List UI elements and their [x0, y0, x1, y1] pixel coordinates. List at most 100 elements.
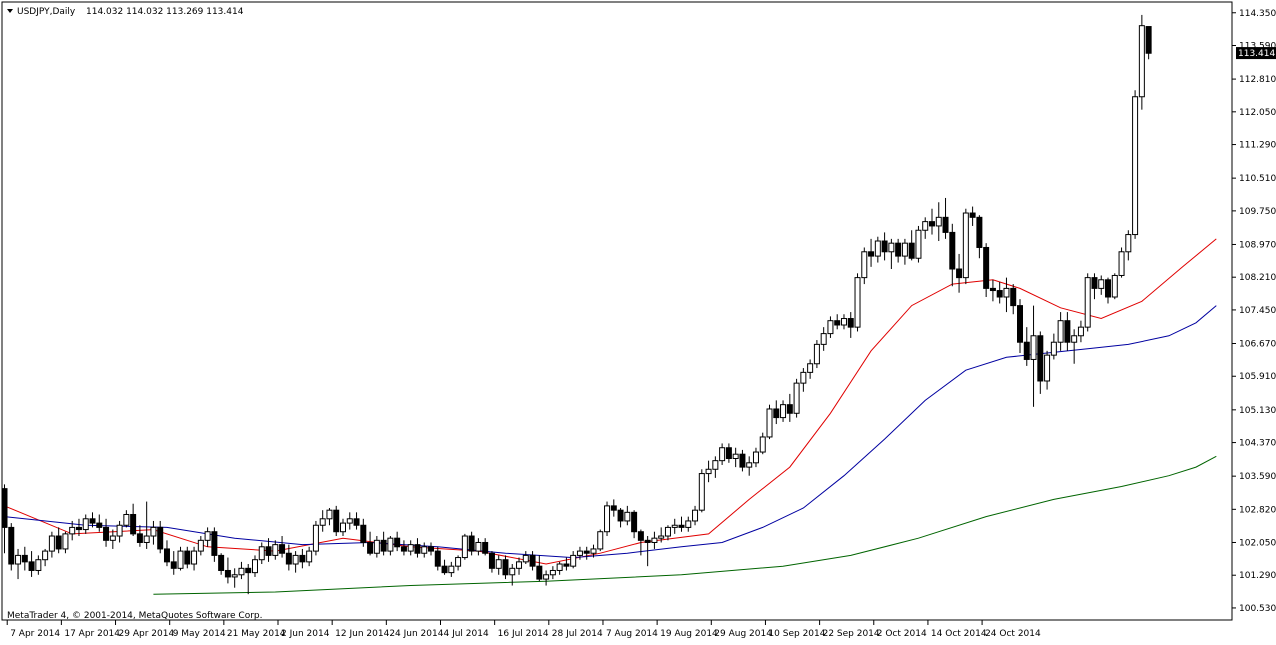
- candle-body-bull: [732, 453, 739, 460]
- candle: [780, 400, 787, 422]
- time-tick-label: 12 Jun 2014: [335, 629, 389, 639]
- candle-body-bull: [570, 554, 577, 567]
- candle-body-bear: [482, 541, 489, 554]
- candle-body-bear: [956, 268, 963, 279]
- price-tick-label: 114.350: [1239, 9, 1276, 19]
- candle-body-bull: [861, 251, 868, 279]
- candle: [773, 400, 780, 425]
- candle: [204, 527, 211, 547]
- candle-body-bear: [725, 447, 732, 460]
- candle: [874, 236, 881, 263]
- candle: [631, 510, 638, 539]
- candle-body-bull: [116, 524, 123, 537]
- collapse-triangle-icon[interactable]: [7, 9, 13, 13]
- candle: [746, 456, 753, 476]
- candle: [1071, 329, 1078, 364]
- candle-body-bear: [224, 569, 231, 578]
- candle-body-bull: [387, 537, 394, 552]
- candle: [1030, 305, 1037, 407]
- candle-body-bear: [983, 246, 990, 289]
- candle: [421, 542, 428, 558]
- candle: [610, 499, 617, 517]
- candle-body-bear: [163, 548, 170, 563]
- candle-body-bear: [21, 554, 28, 563]
- candle: [89, 512, 96, 528]
- time-tick-label: 7 Apr 2014: [10, 629, 60, 639]
- candle: [895, 238, 902, 263]
- candle: [482, 538, 489, 556]
- candle: [136, 525, 143, 547]
- candle: [583, 546, 590, 560]
- candle: [840, 314, 847, 330]
- candle-body-bear: [299, 554, 306, 563]
- candle-body-bull: [48, 535, 55, 552]
- candle-body-bull: [1125, 234, 1132, 253]
- candle-body-bull: [238, 567, 245, 576]
- candle: [928, 208, 935, 235]
- price-tick-label: 101.290: [1239, 571, 1276, 581]
- price-tick-label: 103.590: [1239, 472, 1276, 482]
- candle-body-bear: [942, 216, 949, 233]
- candle: [109, 529, 116, 549]
- candle: [813, 340, 820, 369]
- candle-body-bull: [576, 550, 583, 556]
- candle: [197, 536, 204, 556]
- candle: [678, 516, 685, 532]
- candle-body-bear: [976, 216, 983, 248]
- candle: [1057, 312, 1064, 351]
- candle: [752, 447, 759, 468]
- candle-body-bull: [251, 559, 258, 574]
- candle: [1132, 90, 1139, 239]
- candle: [881, 232, 888, 261]
- candle: [400, 540, 407, 556]
- candle: [279, 536, 286, 558]
- candle-body-bull: [150, 526, 157, 537]
- candle-body-bull: [1071, 335, 1078, 343]
- time-tick-label: 2 Oct 2014: [877, 629, 927, 639]
- candle: [55, 527, 62, 554]
- candle-body-bull: [448, 565, 455, 574]
- candle: [28, 551, 35, 577]
- candle: [793, 378, 800, 418]
- candle-body-bull: [312, 524, 319, 552]
- candle-body-bear: [434, 550, 441, 567]
- candle: [1010, 284, 1017, 315]
- candle: [285, 544, 292, 571]
- candle: [35, 555, 42, 575]
- candle: [509, 564, 516, 586]
- candle: [942, 197, 949, 239]
- candle: [360, 518, 367, 547]
- candle: [563, 557, 570, 571]
- candle-body-bear: [360, 524, 367, 543]
- candle-body-bull: [461, 535, 468, 559]
- candle-body-bear: [265, 546, 272, 556]
- candle: [1111, 273, 1118, 300]
- candle: [407, 540, 414, 556]
- candle: [272, 540, 279, 560]
- candle-body-bear: [103, 526, 110, 541]
- candle-body-bear: [96, 522, 103, 528]
- candle-body-bear: [488, 552, 495, 569]
- candle-body-bear: [868, 251, 875, 257]
- candle: [732, 447, 739, 468]
- candle: [333, 505, 340, 537]
- candle: [103, 518, 110, 547]
- candle: [549, 566, 556, 580]
- candle-body-bull: [326, 509, 333, 520]
- ma-mid-line: [4, 305, 1217, 559]
- candle-body-bull: [705, 468, 712, 475]
- time-tick-label: 14 Oct 2014: [931, 629, 987, 639]
- chart-header: USDJPY,Daily 114.032 114.032 113.269 113…: [7, 7, 244, 17]
- candle: [854, 273, 861, 332]
- candle: [299, 548, 306, 569]
- candle-body-bull: [177, 550, 184, 569]
- candle: [170, 551, 177, 575]
- candle-body-bull: [1057, 320, 1064, 343]
- candle-body-bear: [1010, 287, 1017, 307]
- candle: [373, 536, 380, 558]
- candle: [664, 525, 671, 541]
- price-tick-label: 104.370: [1239, 439, 1276, 449]
- candle-body-bull: [915, 229, 922, 259]
